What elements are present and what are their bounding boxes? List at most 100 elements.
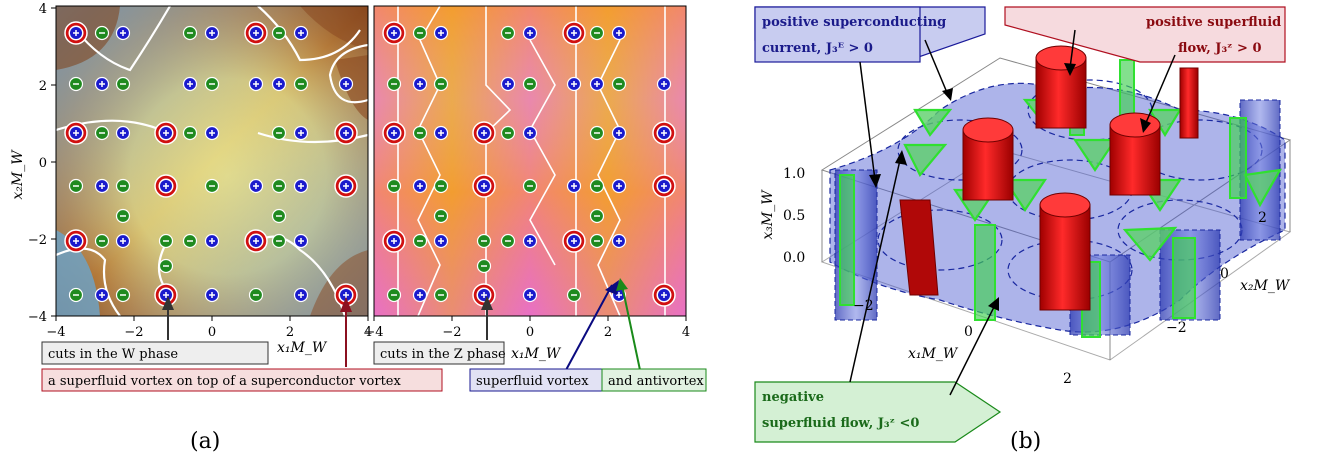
vortex-marker (522, 25, 538, 41)
antivortex-marker (293, 76, 309, 92)
antivortex-marker (271, 125, 287, 141)
x-tick-label: 4 (364, 325, 372, 340)
coincident-vortex-marker (154, 283, 178, 307)
antivortex-marker (386, 76, 402, 92)
vortex-marker (566, 178, 582, 194)
coincident-vortex-marker (562, 21, 586, 45)
x3-tick-3: 0.0 (783, 250, 805, 266)
vortex-marker (271, 76, 287, 92)
coincident-vortex-marker (652, 283, 676, 307)
vortex-marker (611, 25, 627, 41)
antivortex-marker (248, 287, 264, 303)
antivortex-marker (158, 258, 174, 274)
x-tick-label: −2 (124, 325, 143, 340)
x2-tick-3: −2 (1166, 320, 1187, 336)
x2-tick-1: 2 (1258, 210, 1267, 226)
antivortex-marker (500, 25, 516, 41)
coincident-vortex-marker (64, 121, 88, 145)
vortex-marker (522, 233, 538, 249)
coincident-vortex-marker (472, 121, 496, 145)
coincident-vortex-marker (334, 121, 358, 145)
x-tick-label: 2 (604, 325, 612, 340)
vortex-marker (338, 76, 354, 92)
x-tick-label: 2 (286, 325, 294, 340)
label-pos-current-2: current, J₃ᴱ > 0 (762, 41, 873, 56)
antivortex-marker (476, 258, 492, 274)
antivortex-marker (522, 76, 538, 92)
vortex-marker (566, 76, 582, 92)
coincident-vortex-marker (334, 174, 358, 198)
antivortex-marker (500, 125, 516, 141)
coincident-vortex-marker (244, 21, 268, 45)
coincident-vortex-marker (64, 21, 88, 45)
antivortex-marker (271, 25, 287, 41)
vortex-marker (204, 233, 220, 249)
vortex-marker (204, 287, 220, 303)
vortex-marker (522, 125, 538, 141)
coincident-vortex-marker (154, 174, 178, 198)
antivortex-marker (412, 233, 428, 249)
antivortex-marker (115, 76, 131, 92)
vortex-marker (611, 233, 627, 249)
vortex-marker (611, 178, 627, 194)
vortex-marker (500, 76, 516, 92)
antivortex-marker (115, 178, 131, 194)
panel-a-w-phase (55, 5, 369, 317)
antivortex-marker (500, 233, 516, 249)
label-superfluid-vortex: superfluid vortex (476, 374, 589, 389)
antivortex-marker (589, 233, 605, 249)
antivortex-marker (68, 76, 84, 92)
label-pos-flow-2: flow, J₃ᶻ > 0 (1178, 41, 1262, 56)
antivortex-marker (433, 208, 449, 224)
caption-a: (a) (190, 429, 220, 454)
label-neg-flow-2: superfluid flow, J₃ᶻ <0 (762, 416, 919, 431)
vortex-marker (433, 233, 449, 249)
vortex-marker (293, 233, 309, 249)
vortex-marker (115, 233, 131, 249)
x3-tick-2: 0.5 (783, 208, 805, 224)
x-tick-label: 4 (682, 325, 690, 340)
antivortex-marker (68, 287, 84, 303)
antivortex-marker (589, 178, 605, 194)
x-tick-label: −4 (46, 325, 65, 340)
vortex-marker (204, 125, 220, 141)
antivortex-marker (433, 76, 449, 92)
antivortex-marker (94, 125, 110, 141)
label-cuts-z: cuts in the Z phase (380, 347, 506, 362)
antivortex-marker (94, 25, 110, 41)
x1-tick-1: −2 (853, 298, 874, 314)
coincident-vortex-marker (334, 283, 358, 307)
z-phase-cuts (397, 5, 666, 317)
antivortex-marker (522, 178, 538, 194)
y-tick-label: 4 (39, 2, 47, 17)
z-phase-vortices (382, 21, 676, 307)
antivortex-marker (68, 178, 84, 194)
antivortex-marker (115, 287, 131, 303)
antivortex-marker (611, 76, 627, 92)
antivortex-marker (589, 25, 605, 41)
antivortex-marker (271, 233, 287, 249)
vortex-marker (412, 178, 428, 194)
panel-a-annotations: cuts in the W phase a superfluid vortex … (41, 278, 707, 454)
vortex-marker (293, 125, 309, 141)
vortex-marker (656, 76, 672, 92)
panel-a-axes: −4 −2 0 2 4 −4 −2 0 2 4 4 2 0 −2 −4 x₂M_W x₁M_W x₁M_… (10, 2, 690, 362)
w-phase-vortices (64, 21, 358, 307)
vortex-marker (412, 287, 428, 303)
antivortex-marker (433, 178, 449, 194)
vortex-marker (589, 76, 605, 92)
coincident-vortex-marker (382, 21, 406, 45)
antivortex-marker (433, 287, 449, 303)
vortex-marker (94, 287, 110, 303)
x1-axis-label: x₁M_W (908, 346, 959, 362)
x3-tick-1: 1.0 (783, 166, 805, 182)
antivortex-marker (94, 233, 110, 249)
antivortex-marker (271, 178, 287, 194)
coincident-vortex-marker (562, 229, 586, 253)
vortex-marker (182, 76, 198, 92)
panel-a-z-phase (373, 5, 687, 317)
label-neg-flow-1: negative (762, 390, 824, 405)
vortex-marker (611, 125, 627, 141)
antivortex-marker (589, 125, 605, 141)
